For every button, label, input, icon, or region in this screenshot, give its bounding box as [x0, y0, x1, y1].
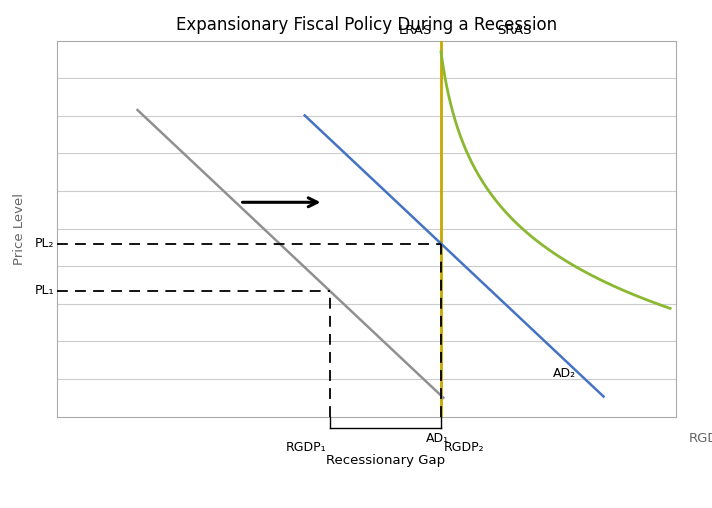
Text: PL₁: PL₁ [34, 284, 54, 297]
Title: Expansionary Fiscal Policy During a Recession: Expansionary Fiscal Policy During a Rece… [176, 16, 557, 34]
Text: PL₂: PL₂ [34, 237, 54, 250]
Text: RGDP₂: RGDP₂ [444, 441, 485, 454]
Text: RGDP: RGDP [689, 432, 712, 444]
Text: AD₁: AD₁ [426, 432, 449, 444]
Text: Price Level: Price Level [14, 193, 26, 265]
Text: LRAS: LRAS [398, 24, 431, 37]
Text: SRAS: SRAS [497, 24, 531, 37]
Text: Recessionary Gap: Recessionary Gap [325, 454, 445, 467]
Text: RGDP₁: RGDP₁ [286, 441, 326, 454]
Text: AD₂: AD₂ [553, 367, 575, 380]
